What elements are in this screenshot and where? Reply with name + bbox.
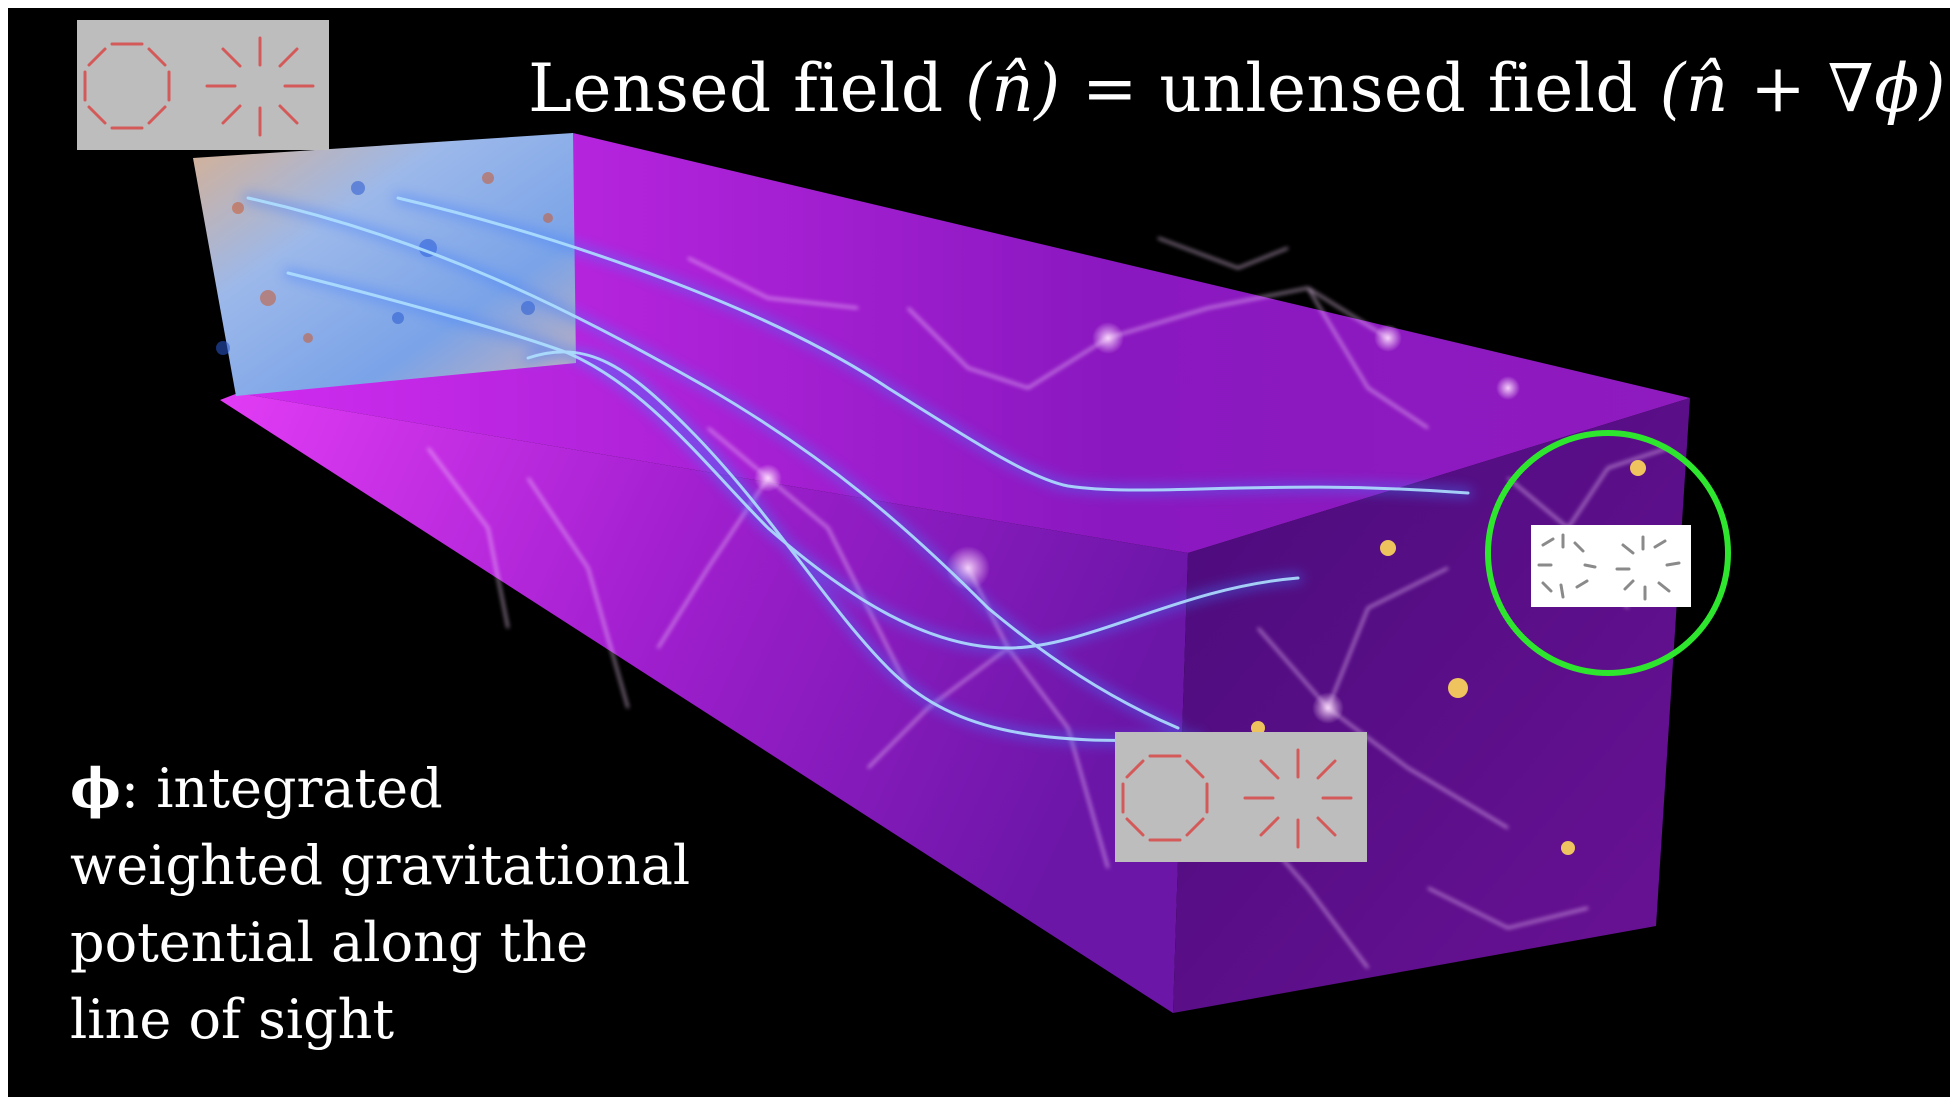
equals-sign: =: [1082, 50, 1138, 127]
caption-line-3: potential along the: [70, 911, 589, 974]
lensed-field-label: Lensed field: [528, 50, 944, 127]
bright-nodes: [754, 322, 1646, 855]
cosmic-lensing-diagram: [193, 133, 1731, 1013]
lensing-equation-title: Lensed field (n̂) = unlensed field (n̂ +…: [8, 50, 1946, 127]
lensed-pattern-icon: [1531, 525, 1691, 607]
unlensed-pattern-topleft: [77, 20, 329, 150]
box-side-face: [220, 393, 1188, 1013]
unlensed-pattern-box: [1115, 732, 1367, 862]
slide: Lensed field (n̂) = unlensed field (n̂ +…: [8, 8, 1950, 1097]
phi-symbol: ϕ: [70, 756, 121, 820]
phi-caption: ϕ: integrated weighted gravitational pot…: [70, 750, 770, 1058]
unlensed-field-arg: (n̂ + ∇ϕ): [1659, 50, 1946, 127]
lensed-field-arg: (n̂): [965, 50, 1061, 127]
unlensed-field-label: unlensed field: [1159, 50, 1639, 127]
ring-pattern-icon: [1121, 754, 1209, 842]
cmb-map: [193, 133, 576, 396]
box-top-face: [238, 133, 1690, 553]
ring-pattern-icon: [83, 42, 171, 130]
radial-pattern-icon: [205, 36, 315, 137]
light-rays: [243, 193, 1473, 746]
caption-line-4: line of sight: [70, 988, 395, 1051]
cosmic-web-filaments: [427, 237, 1669, 969]
radial-pattern-icon: [1243, 748, 1353, 849]
green-circle: [1485, 430, 1731, 676]
caption-line-1: : integrated: [120, 757, 443, 820]
caption-line-2: weighted gravitational: [70, 834, 691, 897]
